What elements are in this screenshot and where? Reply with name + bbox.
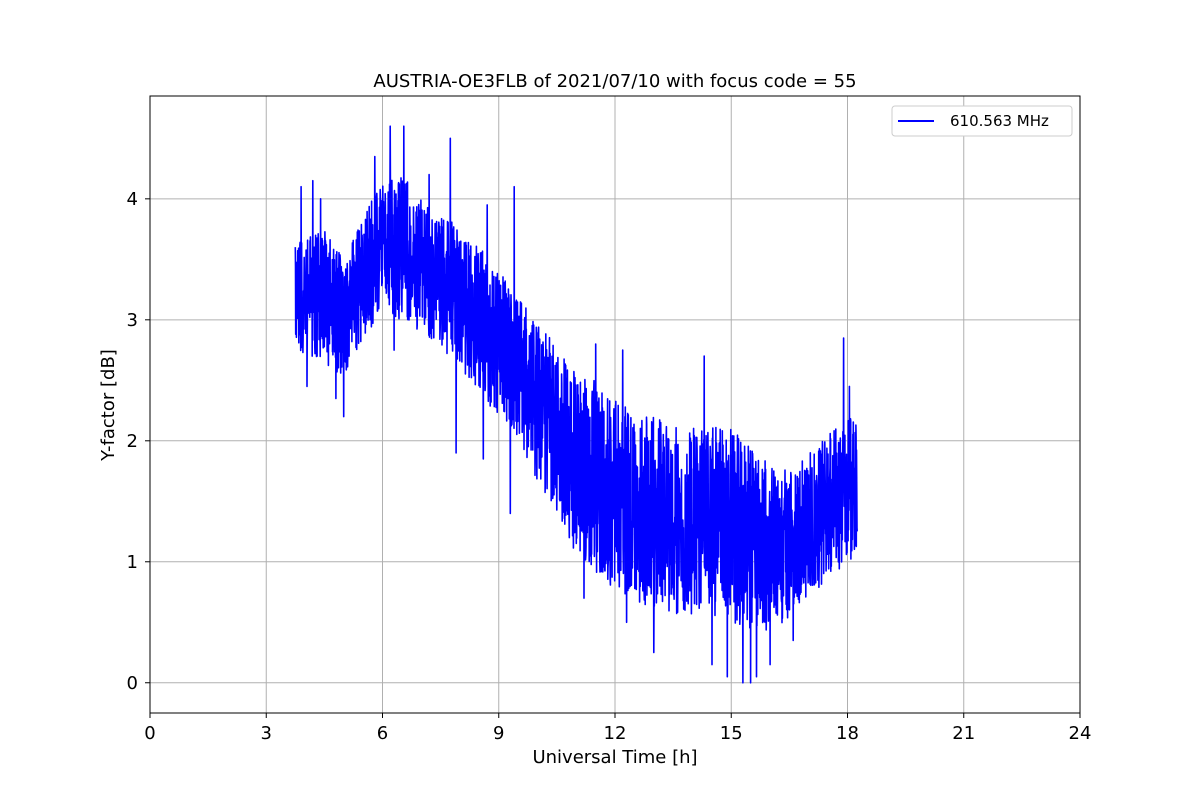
x-tick-label: 0 (144, 723, 155, 744)
legend-label: 610.563 MHz (950, 112, 1049, 130)
y-tick-label: 1 (127, 552, 138, 573)
x-tick-label: 3 (261, 723, 272, 744)
x-tick-label: 18 (836, 723, 859, 744)
y-tick-label: 0 (127, 673, 138, 694)
x-tick-label: 21 (952, 723, 975, 744)
y-tick-label: 2 (127, 431, 138, 452)
y-tick-label: 3 (127, 310, 138, 331)
x-tick-label: 15 (720, 723, 743, 744)
x-tick-label: 24 (1069, 723, 1092, 744)
y-axis: 0 1 2 3 4 (127, 189, 150, 694)
series-layer (294, 125, 858, 684)
legend: 610.563 MHz (891, 105, 1073, 137)
legend-box (891, 105, 1073, 137)
series-line (294, 125, 858, 684)
x-axis: 0 3 6 9 12 15 18 21 24 (144, 713, 1091, 744)
chart-title: AUSTRIA-OE3FLB of 2021/07/10 with focus … (373, 71, 856, 92)
y-tick-label: 4 (127, 189, 138, 210)
y-axis-label: Y-factor [dB] (98, 349, 119, 462)
x-axis-label: Universal Time [h] (532, 747, 697, 768)
x-tick-label: 12 (604, 723, 627, 744)
x-tick-label: 9 (493, 723, 504, 744)
x-tick-label: 6 (377, 723, 388, 744)
